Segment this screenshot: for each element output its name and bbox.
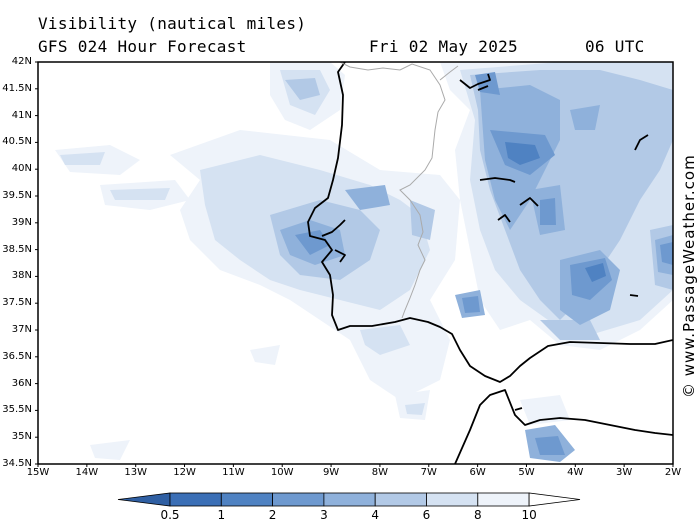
colorbar-segment	[374, 492, 427, 507]
lon-label: 4W	[567, 467, 584, 478]
coastline	[307, 62, 673, 464]
colorbar-label: 1	[217, 508, 226, 522]
lat-label: 39N	[11, 216, 32, 228]
lat-label: 41N	[11, 109, 32, 121]
country-borders	[339, 62, 459, 319]
lon-label: 5W	[518, 467, 535, 478]
colorbar-label: 0.5	[160, 508, 180, 522]
colorbar	[117, 492, 581, 507]
visibility-fields	[55, 62, 673, 462]
lon-label: 11W	[222, 467, 245, 478]
lat-label: 41.5N	[2, 82, 32, 94]
lat-label: 38N	[11, 270, 32, 282]
lat-label: 35.5N	[2, 404, 32, 416]
forecast-time: 06 UTC	[585, 37, 645, 56]
lon-label: 13W	[124, 467, 147, 478]
forecast-subtitle: GFS 024 Hour Forecast	[38, 37, 247, 56]
lon-label: 14W	[75, 467, 99, 478]
axis-ticks	[35, 61, 674, 467]
colorbar-label: 2	[268, 508, 277, 522]
credit-text: © www.PassageWeather.com	[680, 154, 698, 398]
forecast-date: Fri 02 May 2025	[369, 37, 518, 56]
lat-label: 40N	[11, 163, 32, 175]
colorbar-segment	[477, 492, 530, 507]
lat-label: 38.5N	[2, 243, 32, 255]
lat-label: 42N	[11, 56, 32, 67]
map-layers	[55, 62, 673, 464]
lon-label: 9W	[322, 467, 340, 478]
lat-label: 37N	[11, 324, 32, 335]
lat-label: 35N	[11, 431, 32, 443]
map-frame	[37, 61, 674, 465]
colorbar-segment	[272, 492, 325, 507]
colorbar-label: 10	[521, 508, 537, 522]
lon-label: 7W	[420, 467, 437, 478]
lon-label: 2W	[664, 467, 682, 478]
lat-label: 34.5N	[2, 458, 32, 469]
colorbar-segment	[220, 492, 274, 507]
lat-label: 40.5N	[2, 136, 32, 148]
colorbar-label: 3	[320, 508, 328, 522]
zone-level-1	[505, 142, 606, 282]
lat-label: 36.5N	[2, 350, 32, 362]
colorbar-segment	[323, 492, 376, 507]
lon-label: 8W	[371, 467, 389, 478]
colorbar-segment	[426, 492, 479, 507]
colorbar-label: 4	[371, 508, 379, 522]
colorbar-label: 8	[473, 508, 482, 522]
lon-label: 12W	[173, 467, 196, 478]
lon-label: 6W	[469, 467, 486, 478]
lat-label: 36N	[11, 377, 32, 389]
colorbar-max-triangle	[528, 492, 581, 507]
lat-label: 37.5N	[2, 297, 32, 309]
lat-label: 39.5N	[2, 190, 32, 201]
lon-label: 10W	[270, 467, 294, 478]
colorbar-segment	[169, 492, 222, 507]
lon-label: 15W	[26, 467, 50, 478]
colorbar-label: 6	[422, 508, 431, 522]
lon-label: 3W	[616, 467, 633, 478]
chart-title: Visibility (nautical miles)	[38, 14, 307, 33]
colorbar-min-triangle	[117, 492, 171, 507]
